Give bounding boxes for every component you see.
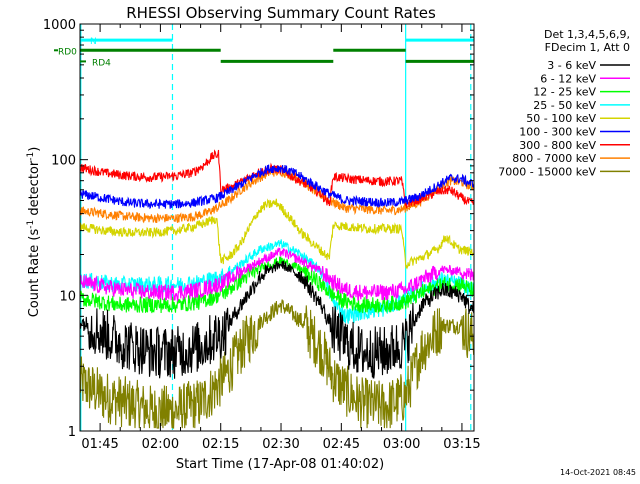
x-tick-label: 03:15 xyxy=(443,437,480,452)
x-axis-title: Start Time (17-Apr-08 01:40:02) xyxy=(176,457,384,472)
y-axis-title-sup2: -1 xyxy=(26,152,36,161)
x-tick-label: 02:15 xyxy=(202,437,239,452)
series-5 xyxy=(80,164,474,210)
x-tick-label: 03:00 xyxy=(383,437,420,452)
legend-label-8: 7000 - 15000 keV xyxy=(498,165,596,178)
y-axis-title-suffix: ) xyxy=(27,147,42,152)
state-label-rd4: RD4 xyxy=(92,58,111,68)
y-tick-label: 10 xyxy=(59,289,76,304)
y-tick-label: 100 xyxy=(51,154,76,169)
legend-label-7: 800 - 7000 keV xyxy=(512,152,596,165)
series-line-7 xyxy=(80,165,474,224)
state-label-n: N xyxy=(90,37,97,47)
series-0 xyxy=(80,260,474,379)
legend-label-1: 6 - 12 keV xyxy=(540,72,596,85)
y-axis-title-sup1: -1 xyxy=(26,220,36,229)
legend-label-4: 50 - 100 keV xyxy=(526,112,596,125)
series-line-1 xyxy=(80,247,474,303)
series-1 xyxy=(80,247,474,303)
legend-label-5: 100 - 300 keV xyxy=(519,126,596,139)
state-label-rd0: RD0 xyxy=(58,47,77,57)
series-line-0 xyxy=(80,260,474,379)
legend-label-0: 3 - 6 keV xyxy=(547,59,596,72)
series-line-4 xyxy=(80,198,474,270)
chart-title: RHESSI Observing Summary Count Rates xyxy=(126,4,436,22)
series-7 xyxy=(80,165,474,224)
y-tick-label: 1000 xyxy=(43,18,76,33)
footer-date: 14-Oct-2021 08:45 xyxy=(560,468,636,477)
y-axis-title-mid: detector xyxy=(27,160,42,220)
series-line-8 xyxy=(80,299,474,429)
legend-label-6: 300 - 800 keV xyxy=(519,139,596,152)
x-tick-label: 02:30 xyxy=(262,437,299,452)
x-tick-label: 02:00 xyxy=(142,437,179,452)
legend-header-line: FDecim 1, Att 0 xyxy=(545,41,630,54)
y-axis-title: Count Rate (s-1 detector-1) xyxy=(26,147,42,318)
x-tick-label: 01:45 xyxy=(81,437,118,452)
x-tick-label: 02:45 xyxy=(323,437,360,452)
legend-label-2: 12 - 25 keV xyxy=(533,86,596,99)
y-axis-title-prefix: Count Rate (s xyxy=(27,229,42,318)
legend-label-3: 25 - 50 keV xyxy=(533,99,596,112)
series-line-5 xyxy=(80,164,474,210)
legend-header-line: Det 1,3,4,5,6,9, xyxy=(544,28,630,41)
series-4 xyxy=(80,198,474,270)
y-tick-label: 1 xyxy=(68,425,76,440)
plot-frame xyxy=(79,23,475,432)
legend: Det 1,3,4,5,6,9,FDecim 1, Att 0 3 - 6 keV… xyxy=(498,28,630,178)
series-8 xyxy=(80,299,474,429)
